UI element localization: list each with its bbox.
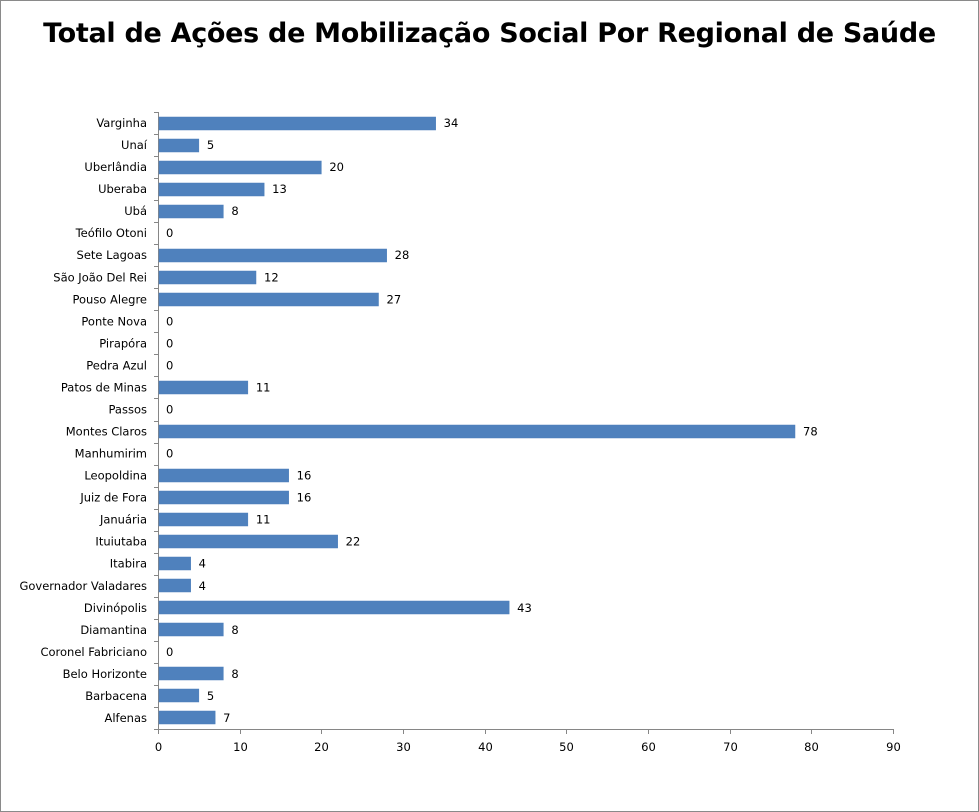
category-label: Patos de Minas: [61, 380, 147, 394]
category-label: São João Del Rei: [53, 270, 147, 284]
data-label: 16: [297, 491, 312, 505]
category-label: Januária: [99, 513, 147, 527]
category-label: Montes Claros: [66, 425, 147, 439]
category-label: Pedra Azul: [86, 358, 147, 372]
category-label: Itabira: [110, 557, 147, 571]
data-label: 28: [395, 248, 410, 262]
bar: [158, 182, 265, 197]
x-tick-label: 80: [804, 740, 819, 754]
category-label: Uberlândia: [84, 160, 147, 174]
data-label: 5: [207, 689, 214, 703]
category-label: Varginha: [96, 116, 147, 130]
bar: [158, 116, 436, 131]
data-label: 27: [387, 292, 402, 306]
bar: [158, 688, 200, 703]
bar: [158, 270, 257, 285]
category-label: Teófilo Otoni: [75, 226, 147, 240]
data-label: 11: [256, 380, 271, 394]
data-label: 20: [329, 160, 344, 174]
data-label: 12: [264, 270, 279, 284]
bar: [158, 578, 191, 593]
category-label: Governador Valadares: [19, 579, 147, 593]
data-label: 8: [231, 623, 238, 637]
category-label: Leopoldina: [84, 469, 147, 483]
data-label: 22: [346, 535, 361, 549]
x-tick-label: 90: [886, 740, 901, 754]
data-label: 0: [166, 358, 173, 372]
bar: [158, 490, 289, 505]
bar: [158, 160, 322, 175]
category-label: Diamantina: [80, 623, 147, 637]
data-label: 8: [231, 204, 238, 218]
bar: [158, 248, 387, 263]
category-label: Coronel Fabriciano: [40, 645, 147, 659]
bar: [158, 710, 216, 725]
bar: [158, 292, 379, 307]
data-label: 0: [166, 645, 173, 659]
bar: [158, 534, 338, 549]
category-label: Manhumirim: [75, 447, 147, 461]
data-label: 34: [444, 116, 459, 130]
bar: [158, 204, 224, 219]
category-label: Juiz de Fora: [79, 491, 147, 505]
data-label: 7: [223, 711, 230, 725]
data-label: 78: [803, 425, 818, 439]
category-label: Ituiutaba: [95, 535, 147, 549]
category-label: Uberaba: [98, 182, 147, 196]
bar: [158, 468, 289, 483]
bar: [158, 512, 249, 527]
bar: [158, 138, 200, 153]
category-label: Belo Horizonte: [63, 667, 147, 681]
data-label: 8: [231, 667, 238, 681]
bar: [158, 622, 224, 637]
x-tick-label: 70: [723, 740, 738, 754]
category-label: Unaí: [121, 138, 148, 152]
category-label: Barbacena: [85, 689, 147, 703]
data-label: 13: [272, 182, 287, 196]
data-label: 5: [207, 138, 214, 152]
data-label: 0: [166, 336, 173, 350]
category-label: Sete Lagoas: [77, 248, 147, 262]
data-label: 43: [517, 601, 532, 615]
category-label: Pirapóra: [99, 336, 147, 350]
x-tick-label: 40: [478, 740, 493, 754]
x-tick-label: 50: [559, 740, 574, 754]
bar: [158, 424, 796, 439]
x-tick-label: 30: [396, 740, 411, 754]
data-label: 4: [199, 579, 206, 593]
bar: [158, 556, 191, 571]
data-label: 0: [166, 402, 173, 416]
x-tick-label: 60: [641, 740, 656, 754]
category-label: Divinópolis: [84, 601, 147, 615]
x-tick-label: 0: [155, 740, 162, 754]
x-tick-label: 10: [233, 740, 248, 754]
data-label: 0: [166, 447, 173, 461]
category-label: Passos: [109, 402, 147, 416]
category-label: Alfenas: [104, 711, 147, 725]
data-label: 0: [166, 226, 173, 240]
bar: [158, 380, 249, 395]
data-label: 16: [297, 469, 312, 483]
category-label: Pouso Alegre: [72, 292, 147, 306]
data-label: 11: [256, 513, 271, 527]
bar: [158, 600, 510, 615]
category-label: Ponte Nova: [81, 314, 147, 328]
x-tick-label: 20: [314, 740, 329, 754]
data-label: 4: [199, 557, 206, 571]
category-label: Ubá: [124, 204, 147, 218]
data-label: 0: [166, 314, 173, 328]
bar: [158, 666, 224, 681]
chart-title: Total de Ações de Mobilização Social Por…: [43, 18, 936, 49]
